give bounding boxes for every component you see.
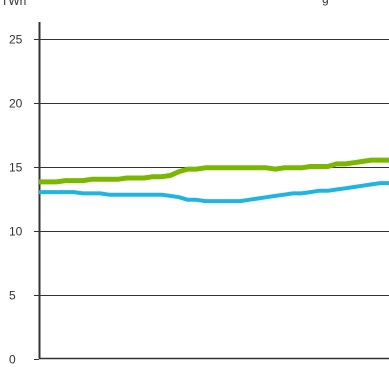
y-tick-label-0: 0	[9, 353, 16, 367]
header-text-fragment: g	[322, 0, 329, 6]
y-axis-unit-label: TWh	[1, 0, 26, 8]
y-tick-label-10: 10	[9, 225, 23, 239]
y-tick-label-15: 15	[9, 161, 23, 175]
y-tick-labels: 0 5 10 15 20 25	[9, 33, 39, 367]
series-lines	[39, 157, 389, 204]
y-tick-label-25: 25	[9, 33, 23, 47]
series-line-2	[39, 181, 389, 204]
y-tick-label-20: 20	[9, 97, 23, 111]
series-line-1	[39, 157, 389, 185]
y-tick-label-5: 5	[9, 289, 16, 303]
